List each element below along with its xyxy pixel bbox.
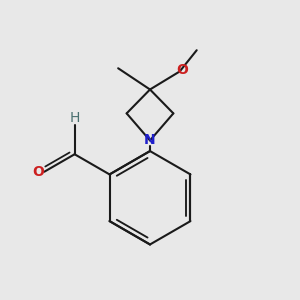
Text: O: O xyxy=(32,165,44,179)
Text: H: H xyxy=(69,111,80,125)
Text: O: O xyxy=(176,63,188,77)
Text: N: N xyxy=(144,134,156,147)
